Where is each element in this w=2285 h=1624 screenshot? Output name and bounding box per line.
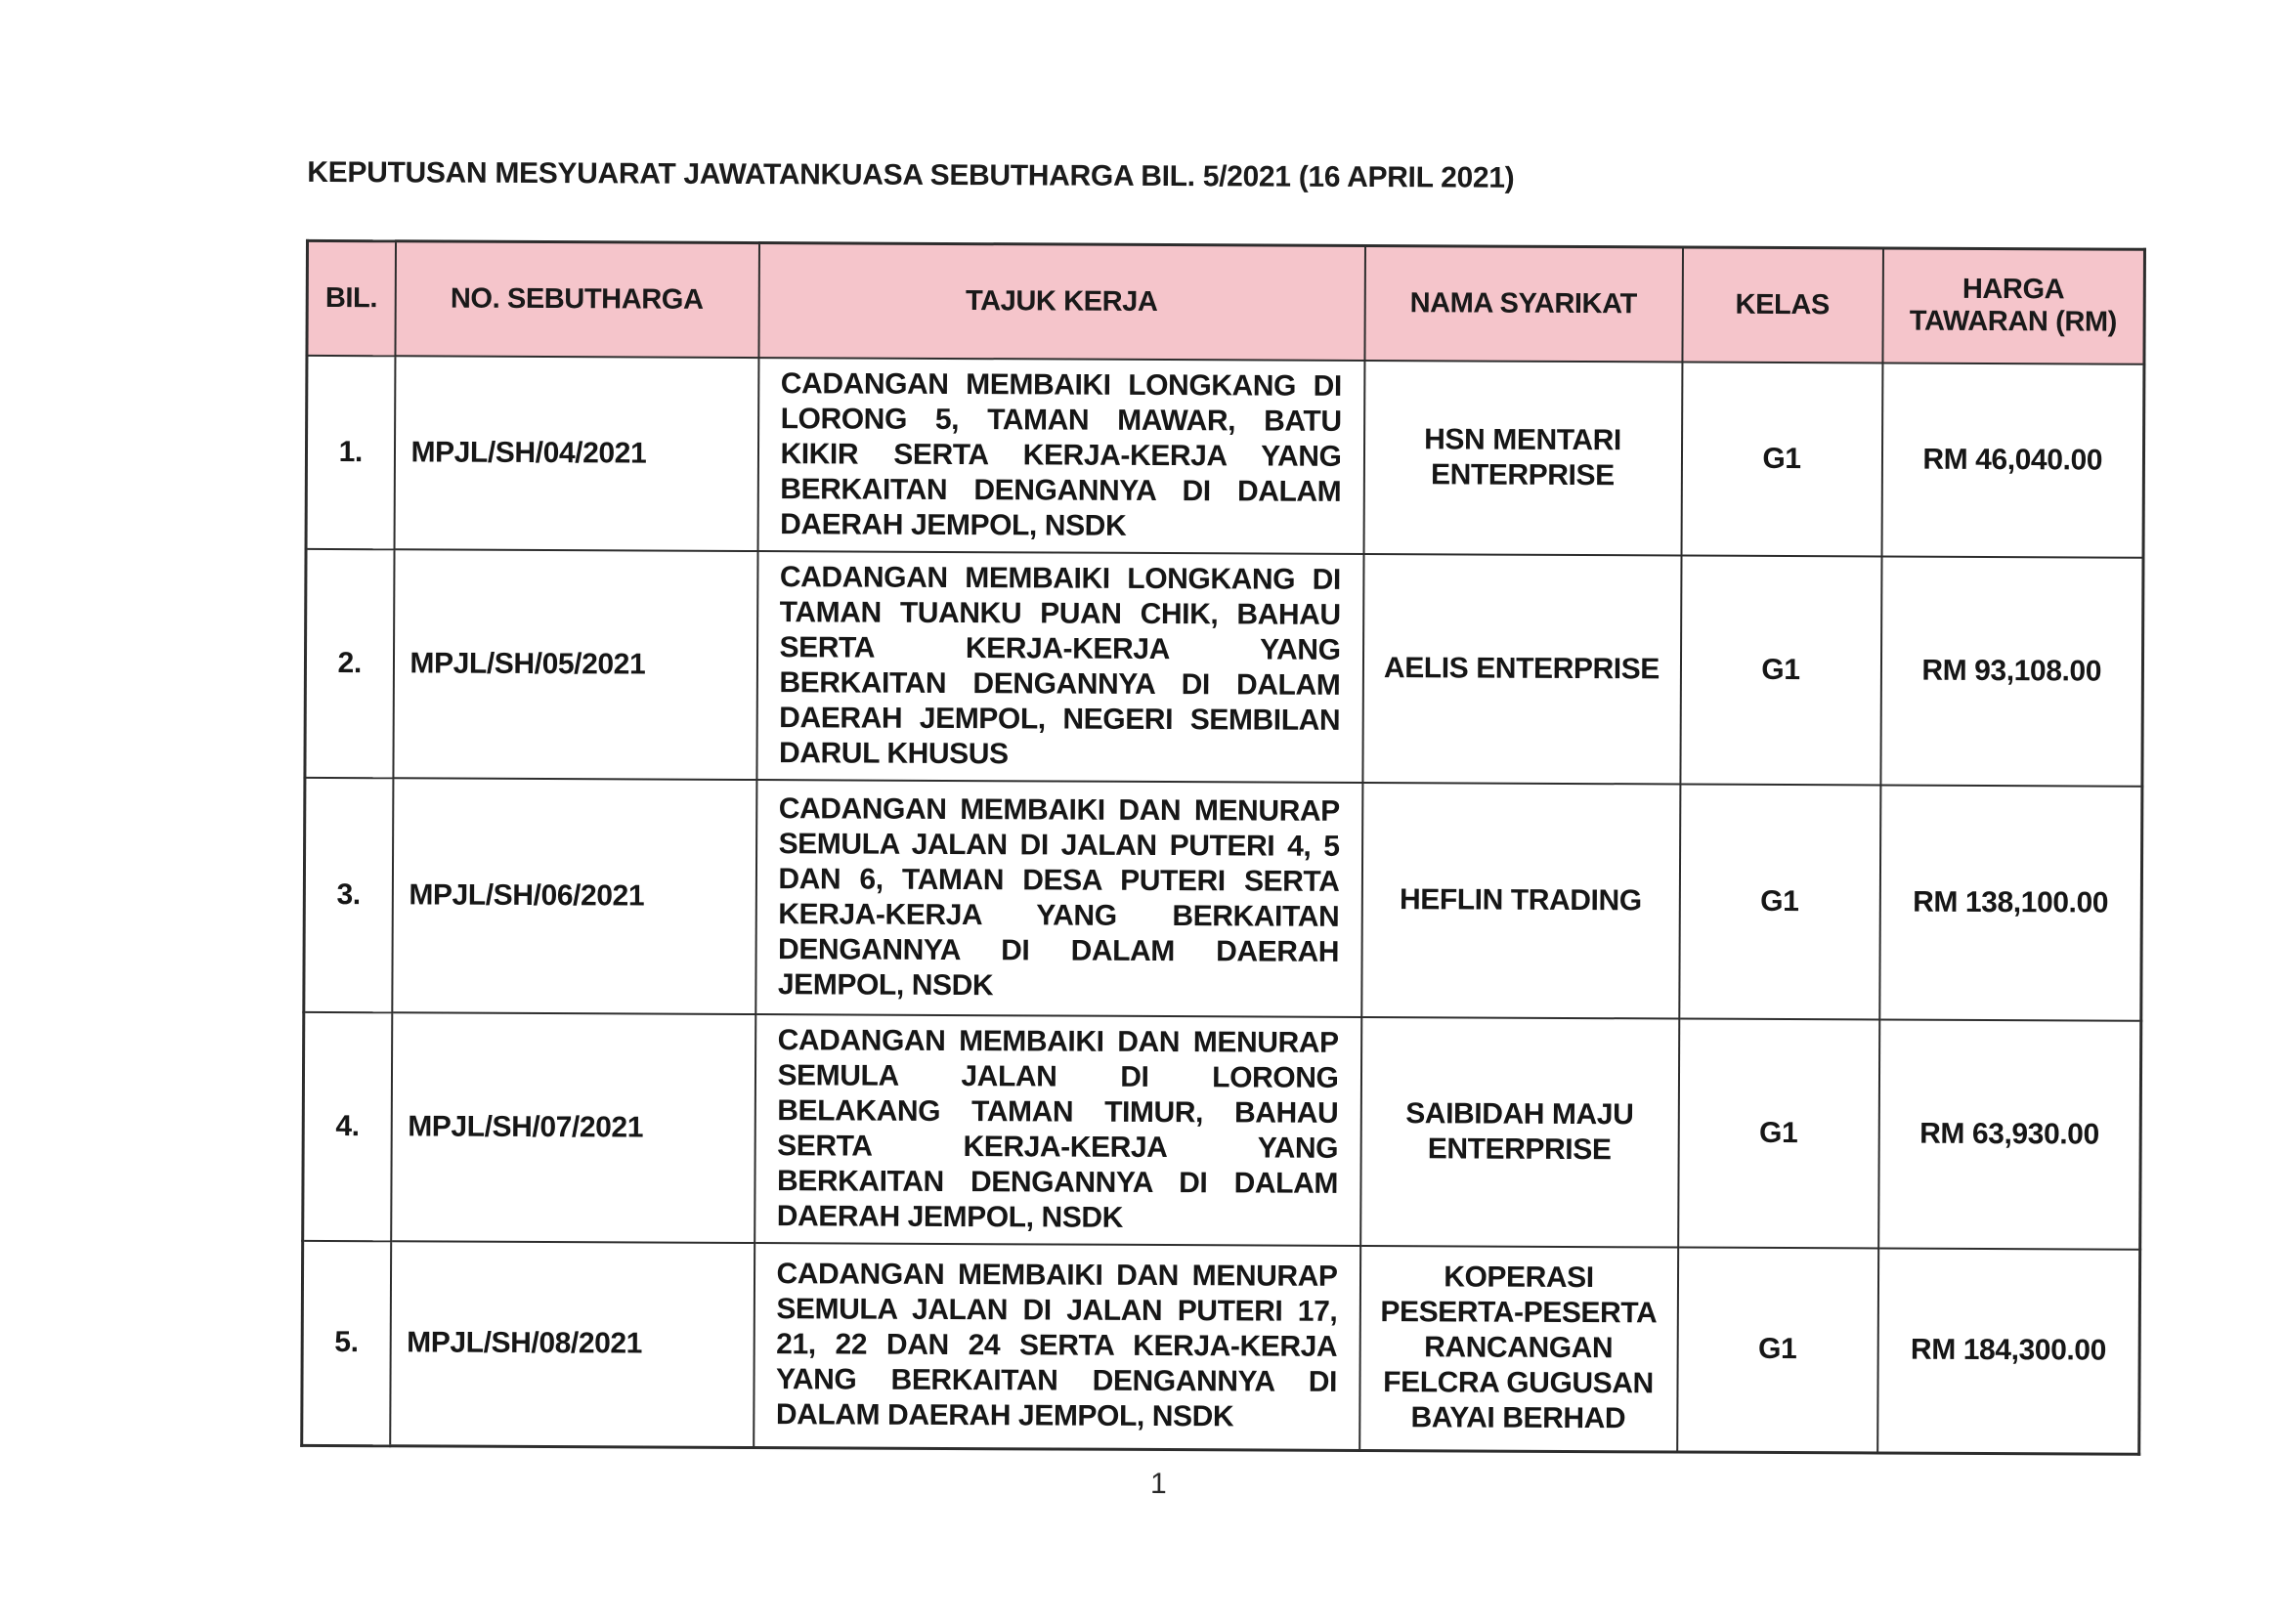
cell-harga-tawaran: RM 93,108.00 [1879,555,2144,787]
table-body: 1. MPJL/SH/04/2021 CADANGAN MEMBAIKI LON… [301,355,2144,1455]
cell-tajuk-kerja: CADANGAN MEMBAIKI DAN MENURAP SEMULA JAL… [754,779,1362,1017]
cell-bil: 1. [306,355,395,549]
cell-kelas: G1 [1681,362,1882,556]
cell-no-sebutharga: MPJL/SH/04/2021 [394,355,758,551]
cell-no-sebutharga: MPJL/SH/08/2021 [389,1240,754,1448]
cell-no-sebutharga: MPJL/SH/07/2021 [390,1011,755,1243]
quotation-decisions-table: BIL. NO. SEBUTHARGA TAJUK KERJA NAMA SYA… [300,238,2147,1456]
cell-bil: 4. [302,1011,392,1241]
cell-tajuk-kerja: CADANGAN MEMBAIKI LONGKANG DI TAMAN TUAN… [755,550,1364,783]
cell-bil: 2. [304,548,395,778]
cell-tajuk-kerja: CADANGAN MEMBAIKI LONGKANG DI LORONG 5, … [757,357,1364,554]
cell-kelas: G1 [1678,784,1880,1019]
cell-nama-syarikat: HSN MENTARI ENTERPRISE [1363,360,1682,556]
column-header-no-sebutharga: NO. SEBUTHARGA [394,240,759,358]
cell-bil: 3. [303,777,393,1012]
page-number: 1 [1149,1467,1167,1501]
table-header: BIL. NO. SEBUTHARGA TAJUK KERJA NAMA SYA… [306,240,2145,364]
cell-kelas: G1 [1679,555,1882,785]
page-title: KEPUTUSAN MESYUARAT JAWATANKUASA SEBUTHA… [307,155,1515,194]
table-row: 3. MPJL/SH/06/2021 CADANGAN MEMBAIKI DAN… [303,777,2142,1021]
table-row: 5. MPJL/SH/08/2021 CADANGAN MEMBAIKI DAN… [301,1240,2140,1455]
cell-tajuk-kerja: CADANGAN MEMBAIKI DAN MENURAP SEMULA JAL… [754,1013,1361,1246]
header-row: BIL. NO. SEBUTHARGA TAJUK KERJA NAMA SYA… [306,240,2145,364]
table-row: 1. MPJL/SH/04/2021 CADANGAN MEMBAIKI LON… [306,355,2144,558]
cell-bil: 5. [301,1240,391,1446]
cell-harga-tawaran: RM 46,040.00 [1881,362,2144,558]
cell-kelas: G1 [1676,1246,1878,1453]
cell-kelas: G1 [1677,1018,1879,1248]
cell-nama-syarikat: KOPERASI PESERTA-PESERTA RANCANGAN FELCR… [1358,1245,1678,1452]
cell-harga-tawaran: RM 63,930.00 [1877,1018,2141,1250]
column-header-harga-tawaran: HARGA TAWARAN (RM) [1881,247,2145,364]
cell-no-sebutharga: MPJL/SH/06/2021 [391,777,756,1014]
cell-nama-syarikat: AELIS ENTERPRISE [1361,553,1682,785]
column-header-kelas: KELAS [1681,247,1883,363]
cell-harga-tawaran: RM 138,100.00 [1878,784,2142,1021]
cell-harga-tawaran: RM 184,300.00 [1876,1247,2140,1455]
table-row: 4. MPJL/SH/07/2021 CADANGAN MEMBAIKI DAN… [302,1011,2141,1250]
column-header-nama-syarikat: NAMA SYARIKAT [1363,245,1683,363]
column-header-bil: BIL. [306,240,396,356]
table-row: 2. MPJL/SH/05/2021 CADANGAN MEMBAIKI LON… [304,548,2144,787]
cell-no-sebutharga: MPJL/SH/05/2021 [392,548,758,780]
column-header-tajuk-kerja: TAJUK KERJA [757,242,1365,361]
cell-nama-syarikat: SAIBIDAH MAJU ENTERPRISE [1359,1016,1679,1247]
cell-tajuk-kerja: CADANGAN MEMBAIKI DAN MENURAP SEMULA JAL… [753,1242,1360,1451]
cell-nama-syarikat: HEFLIN TRADING [1360,782,1680,1019]
